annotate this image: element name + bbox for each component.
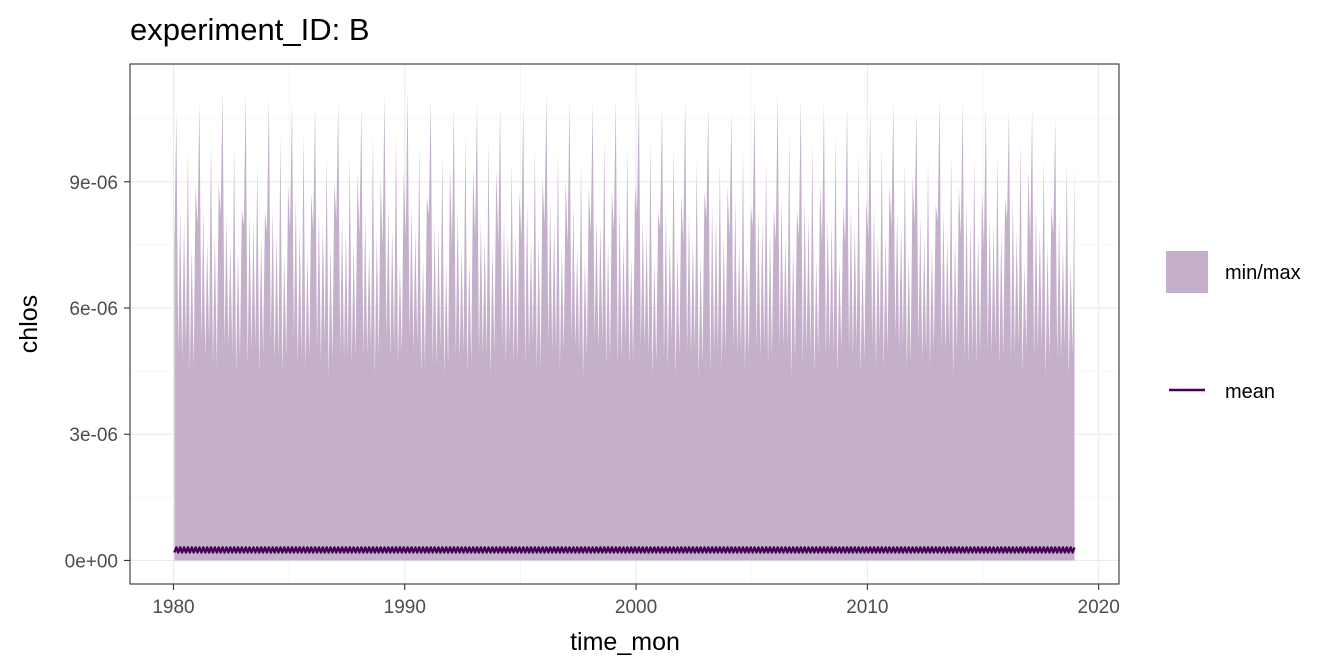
min-max-ribbon (174, 89, 1075, 561)
y-tick-label: 3e-06 (69, 425, 118, 446)
y-axis: 0e+00 3e-06 6e-06 9e-06 (65, 173, 130, 572)
chart-title: experiment_ID: B (130, 12, 370, 47)
y-tick-label: 6e-06 (69, 299, 118, 320)
mean-line-group (173, 546, 1076, 554)
legend-key-min-max (1166, 251, 1208, 293)
x-tick-label: 2000 (615, 597, 657, 618)
y-axis-title: chlos (15, 295, 43, 353)
x-axis-title: time_mon (570, 628, 680, 656)
mean-line (173, 546, 1076, 554)
x-axis: 1980 1990 2000 2010 2020 (152, 584, 1120, 618)
x-tick-label: 2010 (846, 597, 888, 618)
x-tick-label: 2020 (1078, 597, 1120, 618)
plot-border (129, 63, 1120, 585)
min-max-ribbon-area (174, 89, 1075, 561)
y-tick-label: 0e+00 (65, 551, 118, 572)
legend: min/max mean (1166, 251, 1301, 403)
x-tick-label: 1980 (152, 597, 194, 618)
legend-label-min-max: min/max (1225, 262, 1301, 284)
x-tick-label: 1990 (384, 597, 426, 618)
legend-label-mean: mean (1225, 381, 1275, 403)
y-tick-label: 9e-06 (69, 173, 118, 194)
